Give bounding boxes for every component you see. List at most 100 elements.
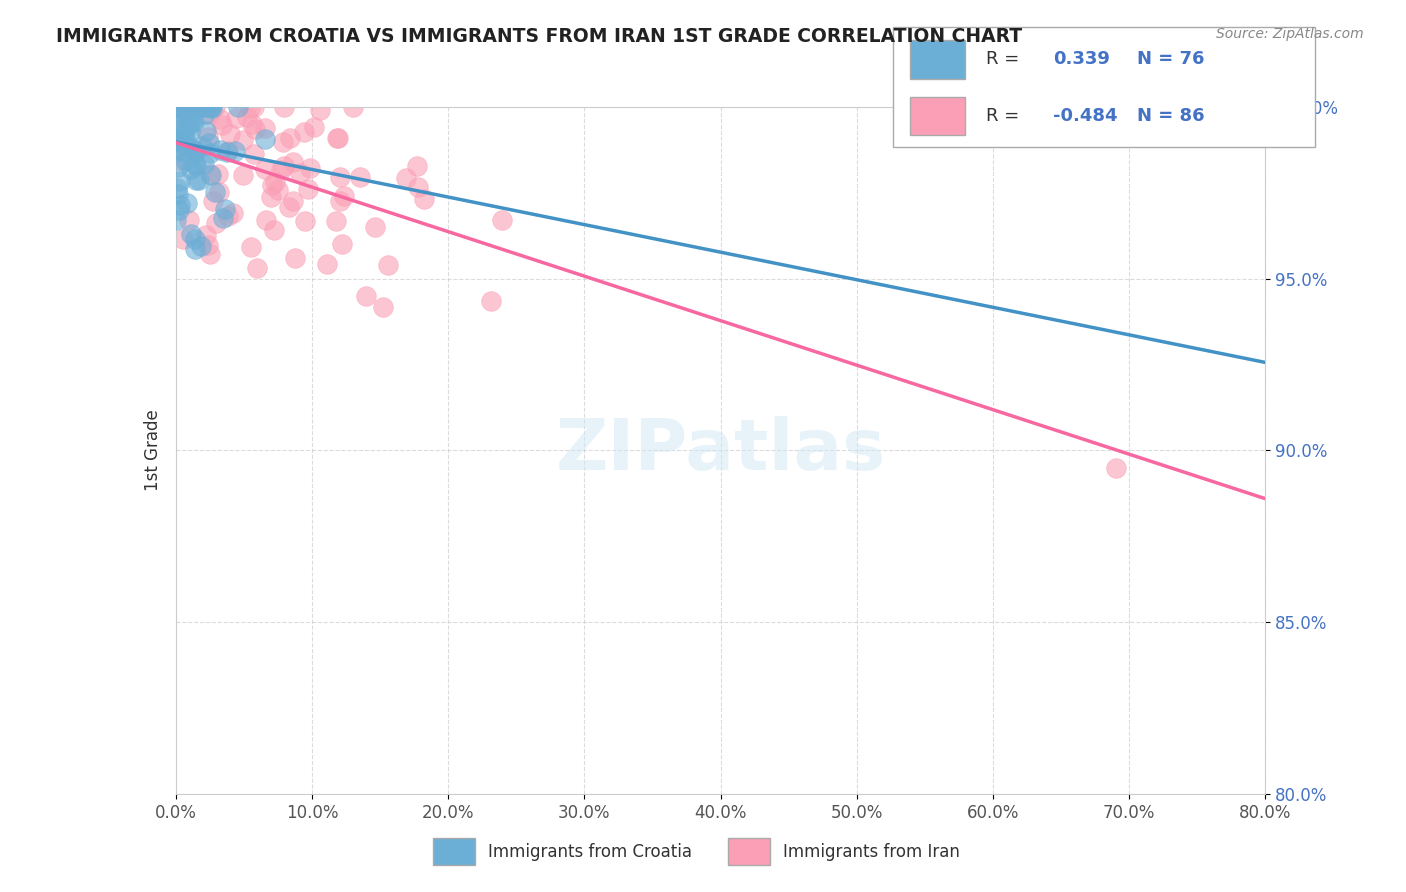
Point [215, 145, 238, 159]
Point [169, 203, 191, 218]
Point [170, 100, 193, 114]
Point [173, 136, 195, 150]
Point [243, 147, 266, 161]
Point [217, 144, 239, 158]
Point [190, 239, 212, 253]
Point [166, 181, 188, 195]
Point [173, 140, 195, 154]
Point [166, 186, 188, 201]
Point [184, 100, 207, 114]
Point [183, 232, 205, 246]
Point [208, 112, 231, 126]
Point [180, 100, 202, 114]
Point [394, 171, 416, 186]
Point [204, 100, 226, 114]
Point [200, 168, 222, 182]
Point [186, 100, 208, 114]
Y-axis label: 1st Grade: 1st Grade [143, 409, 162, 491]
FancyBboxPatch shape [728, 838, 770, 865]
Point [270, 163, 292, 178]
Point [208, 186, 231, 200]
Point [217, 209, 239, 223]
Point [170, 112, 193, 126]
Point [186, 158, 208, 172]
Point [328, 131, 350, 145]
Point [278, 200, 301, 214]
Point [239, 101, 262, 115]
Point [198, 100, 221, 114]
Point [183, 146, 205, 161]
Point [173, 109, 195, 123]
Text: N = 76: N = 76 [1137, 50, 1205, 69]
Point [202, 194, 225, 209]
Point [325, 131, 347, 145]
Point [240, 117, 263, 131]
Point [165, 100, 187, 114]
Point [179, 112, 201, 126]
Text: R =: R = [986, 50, 1025, 69]
Point [309, 103, 332, 117]
Text: -0.484: -0.484 [1053, 107, 1118, 125]
Point [224, 144, 246, 158]
Point [208, 143, 231, 157]
Point [166, 133, 188, 147]
Point [349, 169, 371, 184]
Point [198, 106, 221, 120]
Point [172, 145, 194, 160]
Point [165, 213, 187, 227]
Point [179, 124, 201, 138]
Point [166, 126, 188, 140]
Point [167, 107, 190, 121]
Point [183, 115, 205, 129]
Point [198, 246, 221, 260]
Point [201, 101, 224, 115]
Point [264, 175, 287, 189]
Point [198, 146, 221, 161]
Point [172, 121, 194, 136]
Point [212, 211, 235, 226]
Point [316, 257, 339, 271]
Point [167, 134, 190, 148]
Point [198, 136, 221, 151]
Point [297, 182, 319, 196]
Point [377, 259, 399, 273]
Point [197, 238, 219, 252]
Point [169, 198, 191, 212]
Point [176, 195, 198, 210]
Point [194, 123, 217, 137]
Point [1104, 460, 1126, 475]
Text: 0.339: 0.339 [1053, 50, 1109, 69]
Point [207, 167, 229, 181]
Point [172, 126, 194, 140]
Point [167, 100, 190, 114]
Text: Immigrants from Iran: Immigrants from Iran [783, 843, 960, 861]
Point [166, 100, 188, 114]
Point [173, 104, 195, 119]
Point [214, 202, 236, 216]
Point [228, 100, 250, 114]
Text: Source: ZipAtlas.com: Source: ZipAtlas.com [1216, 27, 1364, 41]
Point [239, 240, 262, 254]
Point [179, 140, 201, 154]
Point [284, 252, 307, 266]
Point [180, 227, 202, 241]
Point [174, 154, 197, 169]
Point [169, 100, 191, 114]
Point [184, 173, 207, 187]
Point [176, 100, 198, 114]
Point [354, 289, 377, 303]
Point [281, 155, 304, 169]
Point [262, 178, 284, 193]
Point [183, 143, 205, 157]
Point [173, 100, 195, 114]
Point [342, 100, 364, 114]
Point [186, 144, 208, 158]
Point [169, 153, 191, 167]
Point [225, 111, 247, 125]
Point [413, 192, 436, 206]
Point [294, 213, 316, 227]
Point [188, 100, 211, 114]
Point [371, 300, 394, 314]
Point [197, 130, 219, 145]
Point [288, 166, 311, 180]
